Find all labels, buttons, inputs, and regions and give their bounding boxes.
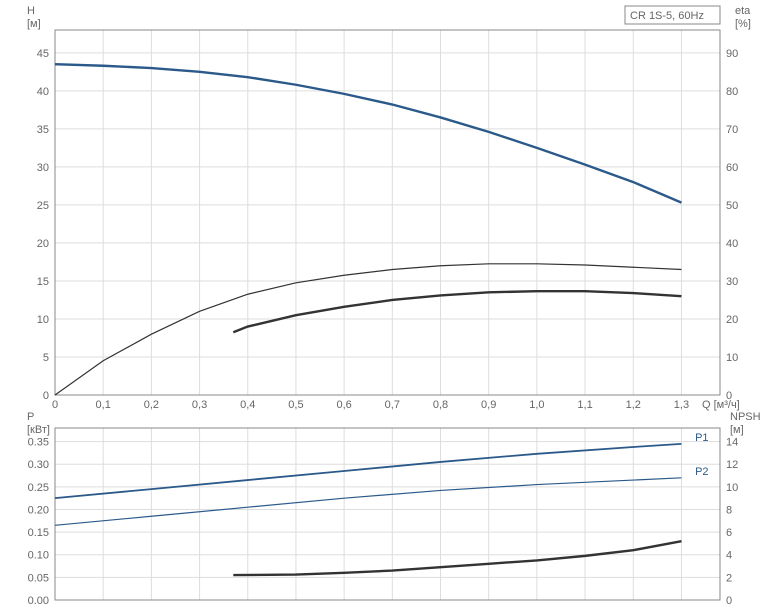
right-tick-label: 80: [726, 86, 738, 98]
right-tick-label-b: 8: [726, 504, 732, 516]
x-tick-label: 0,1: [96, 399, 111, 411]
left-tick-label-b: 0.35: [28, 437, 49, 449]
right-tick-label: 30: [726, 276, 738, 288]
right-tick-label: 70: [726, 124, 738, 136]
left-tick-label: 15: [37, 276, 49, 288]
right-tick-label-b: 12: [726, 459, 738, 471]
x-tick-label: 1,0: [529, 399, 544, 411]
x-tick-label: 1,3: [674, 399, 689, 411]
right-tick-label: 40: [726, 238, 738, 250]
left-tick-label: 20: [37, 238, 49, 250]
right-tick-label: 10: [726, 352, 738, 364]
left-tick-label: 10: [37, 314, 49, 326]
eta-upper-curve: [55, 264, 681, 395]
right-tick-label-b: 4: [726, 550, 732, 562]
p1-curve: [55, 444, 681, 498]
x-tick-label: 0,9: [481, 399, 496, 411]
left-axis-label: H: [27, 5, 35, 17]
p2-label: P2: [695, 466, 708, 478]
right-tick-label-b: 10: [726, 482, 738, 494]
bottom-plot-border: [55, 428, 720, 600]
x-tick-label: 0,8: [433, 399, 448, 411]
p2-curve: [55, 478, 681, 526]
left-tick-label: 25: [37, 200, 49, 212]
left-tick-label: 40: [37, 86, 49, 98]
right-tick-label: 50: [726, 200, 738, 212]
right-tick-label-b: 6: [726, 527, 732, 539]
x-tick-label: 0,4: [240, 399, 255, 411]
x-tick-label: 1,1: [577, 399, 592, 411]
x-tick-label: 0,5: [288, 399, 303, 411]
eta-lower-curve: [233, 291, 681, 332]
x-tick-label: 0,7: [385, 399, 400, 411]
left-tick-label: 0: [43, 390, 49, 402]
left-tick-label-b: 0.30: [28, 459, 49, 471]
right-axis-unit: [%]: [735, 18, 751, 30]
left-axis-unit-b: [кВт]: [27, 424, 50, 436]
right-tick-label: 60: [726, 162, 738, 174]
x-tick-label: 0: [52, 399, 58, 411]
x-tick-label: 0,3: [192, 399, 207, 411]
title-text: CR 1S-5, 60Hz: [630, 10, 704, 22]
left-tick-label-b: 0.20: [28, 504, 49, 516]
head-curve: [55, 64, 681, 202]
p1-label: P1: [695, 432, 708, 444]
right-tick-label-b: 0: [726, 595, 732, 607]
left-tick-label-b: 0.10: [28, 550, 49, 562]
x-tick-label: 0,6: [336, 399, 351, 411]
left-tick-label: 35: [37, 124, 49, 136]
top-plot-border: [55, 30, 720, 395]
right-tick-label-b: 2: [726, 572, 732, 584]
right-tick-label: 20: [726, 314, 738, 326]
left-tick-label-b: 0.05: [28, 572, 49, 584]
x-tick-label: 0,2: [144, 399, 159, 411]
left-tick-label-b: 0.25: [28, 482, 49, 494]
pump-curve-chart: 0 5 10 15 20 25 30 35 40 45 0 10 20 30 40 50 60 70 80 90 0 0,…: [0, 0, 774, 611]
left-tick-label: 5: [43, 352, 49, 364]
left-tick-label-b: 0.00: [28, 595, 49, 607]
left-axis-unit: [м]: [27, 18, 41, 30]
right-axis-unit-b: [м]: [730, 424, 744, 436]
right-tick-label: 90: [726, 48, 738, 60]
right-axis-label-b: NPSH: [730, 411, 761, 423]
right-axis-label: eta: [735, 5, 751, 17]
left-tick-label-b: 0.15: [28, 527, 49, 539]
left-tick-label: 45: [37, 48, 49, 60]
chart-svg: 0 5 10 15 20 25 30 35 40 45 0 10 20 30 40 50 60 70 80 90 0 0,…: [0, 0, 774, 611]
x-tick-label: 1,2: [626, 399, 641, 411]
x-axis-label: Q [м³/ч]: [702, 399, 740, 411]
npsh-curve: [233, 541, 681, 575]
left-axis-label-b: P: [27, 411, 34, 423]
left-tick-label: 30: [37, 162, 49, 174]
right-tick-label-b: 14: [726, 437, 738, 449]
